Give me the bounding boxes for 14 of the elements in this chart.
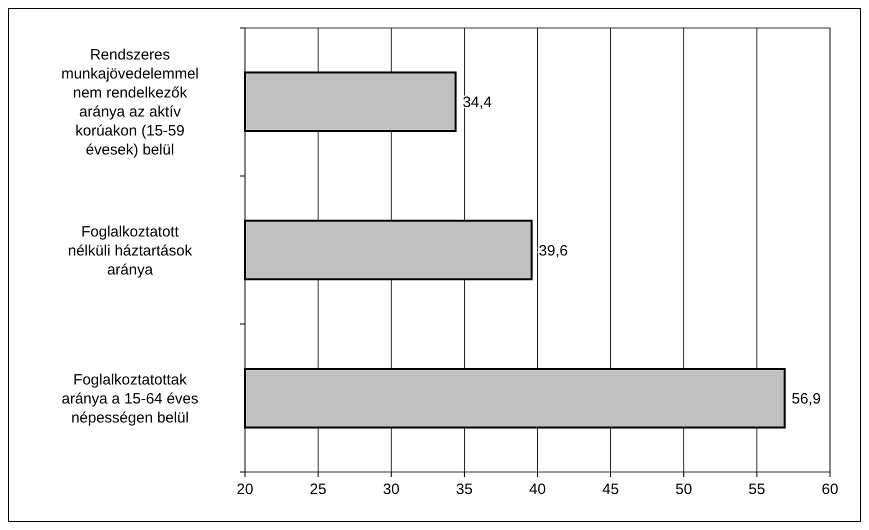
data-label: 56,9 <box>792 390 821 408</box>
y-tick-label: Foglalkoztatott nélküli háztartások aránya <box>68 223 193 278</box>
y-tick-label: Rendszeres munkajövedelemmel nem rendelkezők aránya az aktív korúakon (15-59 évesek) belül <box>61 46 199 159</box>
x-tick-label: 35 <box>456 481 473 498</box>
data-label: 39,6 <box>538 242 568 260</box>
x-tick-label: 60 <box>822 481 838 498</box>
x-tick-label: 55 <box>748 481 766 498</box>
x-tick-label: 40 <box>529 481 546 498</box>
x-tick-label: 20 <box>236 481 254 498</box>
x-tick-label: 30 <box>382 481 400 498</box>
x-tick-label: 45 <box>602 481 619 498</box>
y-tick-label: Foglalkoztatottak aránya a 15-64 éves népességen belül <box>62 371 198 426</box>
x-tick-label: 50 <box>675 481 692 498</box>
x-tick-label: 25 <box>310 481 326 498</box>
